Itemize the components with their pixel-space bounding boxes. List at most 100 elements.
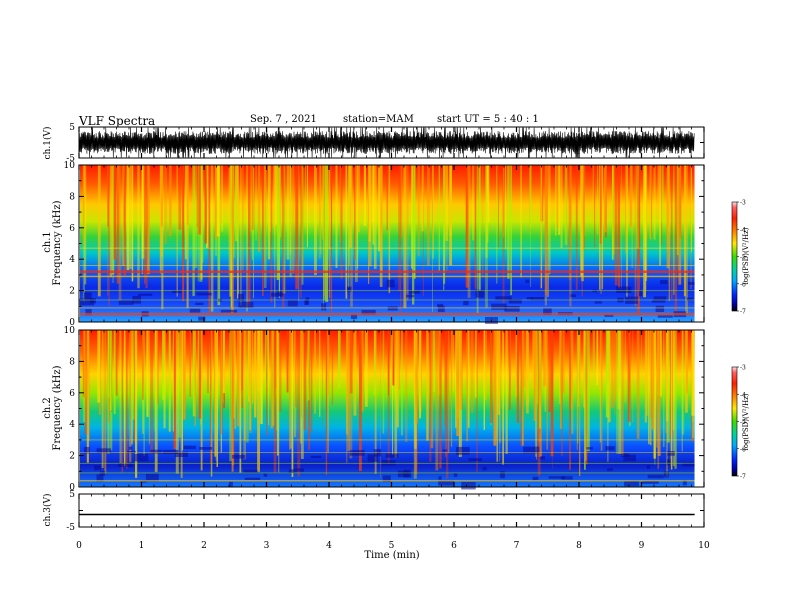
ch1-waveform-trace [78, 127, 695, 158]
spectral-streak [502, 165, 505, 304]
ch3-waveform-panel: 5 -50 1 2 3 4 5 6 7 8 9 10 [66, 490, 710, 551]
low-band-patch [117, 463, 133, 467]
spectral-streak [148, 330, 150, 445]
low-band-patch [94, 465, 101, 471]
low-band-patch [382, 460, 396, 466]
spectral-streak [230, 330, 231, 419]
spectral-streak [104, 330, 107, 474]
spectral-streak [306, 165, 308, 248]
spectral-streak [624, 330, 626, 403]
y-tick-label: 4 [69, 255, 75, 265]
spectral-streak [286, 165, 290, 260]
spectral-streak [280, 165, 282, 238]
spectral-streak [137, 165, 140, 289]
spectral-streak [626, 165, 628, 298]
colorbar-tick-label: -5 [740, 254, 746, 261]
colorbar-scale [731, 366, 738, 477]
spectral-streak [82, 165, 85, 246]
ch2-frequency-axis-label: Frequency (kHz) [52, 365, 63, 450]
low-band-patch [667, 451, 675, 456]
low-band-patch [244, 477, 261, 480]
spectral-streak [197, 165, 200, 282]
spectral-streak [629, 165, 633, 227]
spectral-streak [690, 165, 692, 253]
spectral-streak [618, 165, 620, 289]
spectral-streak [523, 330, 526, 388]
spectral-streak [550, 330, 554, 457]
spectral-streak [272, 165, 275, 227]
spectral-streak [276, 165, 280, 280]
spectral-streak [216, 165, 220, 237]
spectral-streak [668, 165, 670, 302]
spectral-streak [405, 330, 408, 442]
spectral-streak [483, 330, 485, 430]
x-tick-label: 6 [451, 541, 457, 551]
spectral-streak [496, 330, 498, 462]
spectral-streak [300, 165, 302, 298]
spectral-streak [173, 330, 177, 449]
spectral-streak [163, 330, 166, 429]
spectral-streak [363, 165, 366, 226]
spectral-streak [241, 330, 242, 393]
spectral-streak [246, 330, 249, 443]
narrowband-line [80, 275, 695, 278]
narrowband-line [80, 452, 695, 453]
spectral-streak [231, 330, 234, 472]
spectral-streak [111, 165, 115, 275]
spectral-streak [575, 165, 578, 290]
spectral-streak [476, 330, 478, 472]
spectral-streak [605, 330, 609, 418]
spectral-streak [368, 165, 371, 242]
figure-title: VLF Spectra [79, 114, 156, 128]
spectral-streak [359, 330, 362, 472]
low-band-patch [138, 293, 153, 296]
spectral-streak [413, 330, 416, 391]
low-band-patch [134, 454, 149, 462]
spectral-streak [322, 165, 323, 240]
spectral-streak [338, 330, 341, 388]
spectral-streak [310, 330, 313, 433]
spectral-streak [235, 165, 238, 242]
low-band-patch [189, 308, 201, 313]
spectral-streak [216, 330, 218, 467]
low-band-patch [349, 450, 365, 456]
spectral-streak [107, 330, 110, 454]
spectral-streak [564, 165, 568, 245]
spectral-streak [208, 165, 211, 314]
spectral-streak [323, 165, 326, 300]
spectral-streak [123, 165, 126, 276]
narrowband-line [80, 265, 695, 266]
spectral-streak [674, 165, 678, 313]
spectral-streak [677, 165, 679, 255]
low-band-patch [663, 471, 669, 478]
spectral-streak [314, 165, 317, 276]
low-band-patch [639, 290, 643, 297]
spectral-streak [210, 330, 212, 464]
ch2-colorbar-label: log(PSD)(V²/Hz) [742, 393, 750, 450]
spectral-streak [419, 330, 421, 419]
low-band-patch [624, 481, 639, 487]
spectral-streak [214, 330, 217, 457]
spectral-streak [289, 165, 292, 255]
spectral-streak [394, 330, 398, 458]
spectral-streak [432, 330, 436, 392]
spectral-streak [131, 165, 134, 282]
spectral-streak [272, 330, 275, 426]
spectral-streak [663, 330, 665, 448]
low-band-patch [495, 296, 512, 301]
spectral-streak [400, 165, 402, 314]
low-band-patch [367, 454, 378, 462]
spectral-streak [432, 165, 434, 259]
spectral-streak [559, 330, 561, 404]
spectral-streak [327, 330, 330, 396]
low-band-patch [118, 300, 134, 305]
spectral-streak [264, 165, 266, 263]
narrowband-line [80, 247, 695, 249]
spectral-streak [601, 165, 604, 290]
spectral-streak [616, 330, 618, 396]
spectral-streak [220, 330, 223, 435]
spectral-streak [387, 330, 390, 396]
y-tick-label: -5 [66, 154, 75, 164]
narrowband-line [80, 472, 695, 474]
